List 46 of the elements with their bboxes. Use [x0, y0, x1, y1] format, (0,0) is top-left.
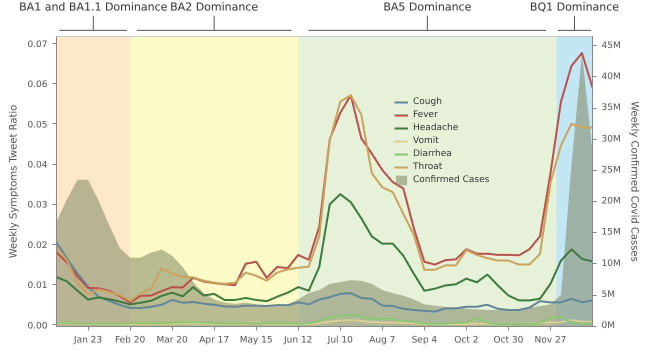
x-tick-label: Feb 20 [114, 336, 146, 346]
y2-tick-label: 0M [602, 321, 615, 332]
y-tick-label: 0.03 [27, 200, 48, 211]
y-tick-label: 0.04 [27, 160, 48, 171]
y2-tick-label: 25M [602, 165, 621, 176]
x-tick-label: Jul 10 [326, 336, 354, 346]
y-tick-label: 0.02 [27, 240, 48, 251]
legend-label: Fever [413, 109, 438, 121]
band-label: BQ1 Dominance [530, 0, 620, 14]
line-series [56, 94, 592, 302]
x-tick-label: Sep 4 [412, 336, 438, 346]
legend-label: Headache [413, 122, 458, 134]
line-series [56, 193, 592, 306]
x-tick-label: Jun 12 [283, 336, 312, 346]
x-tick-label: Nov 27 [534, 336, 566, 346]
legend-label: Diarrhea [413, 148, 452, 160]
y-tick-label: 0.00 [27, 321, 48, 332]
y-tick-label: 0.01 [27, 281, 48, 292]
x-tick-label: Mar 20 [156, 336, 188, 346]
x-tick-label: Apr 17 [199, 336, 230, 346]
y2-tick-label: 40M [602, 72, 621, 82]
x-tick-label: Oct 30 [493, 336, 524, 346]
x-tick-label: May 15 [240, 336, 273, 346]
legend-label: Cough [413, 96, 442, 108]
y2-axis-title: Weekly Confirmed Covid Casses [628, 101, 640, 262]
x-tick-label: Oct 2 [454, 336, 478, 346]
legend-label: Throat [413, 161, 442, 173]
legend-label: Confirmed Cases [413, 174, 490, 186]
legend-label: Vomit [413, 135, 439, 147]
y-tick-label: 0.07 [27, 40, 48, 50]
y2-tick-label: 45M [602, 40, 621, 51]
band-label: BA2 Dominance [170, 0, 258, 14]
x-tick-label: Aug 7 [369, 336, 396, 346]
x-tick-label: Jan 23 [72, 336, 102, 346]
band-label: BA1 and BA1.1 Dominance [19, 0, 168, 14]
y2-tick-label: 10M [602, 258, 621, 269]
y2-tick-label: 15M [602, 228, 621, 238]
y2-tick-label: 35M [602, 103, 621, 114]
y-tick-label: 0.05 [27, 120, 48, 130]
y2-tick-label: 20M [602, 196, 621, 207]
y2-tick-label: 5M [602, 290, 615, 300]
y-axis-title: Weekly Symptoms Tweet Ratio [8, 104, 20, 258]
band-label: BA5 Dominance [383, 0, 472, 14]
y2-tick-label: 30M [602, 134, 621, 144]
y-tick-label: 0.06 [27, 80, 48, 90]
line-series [56, 241, 592, 313]
